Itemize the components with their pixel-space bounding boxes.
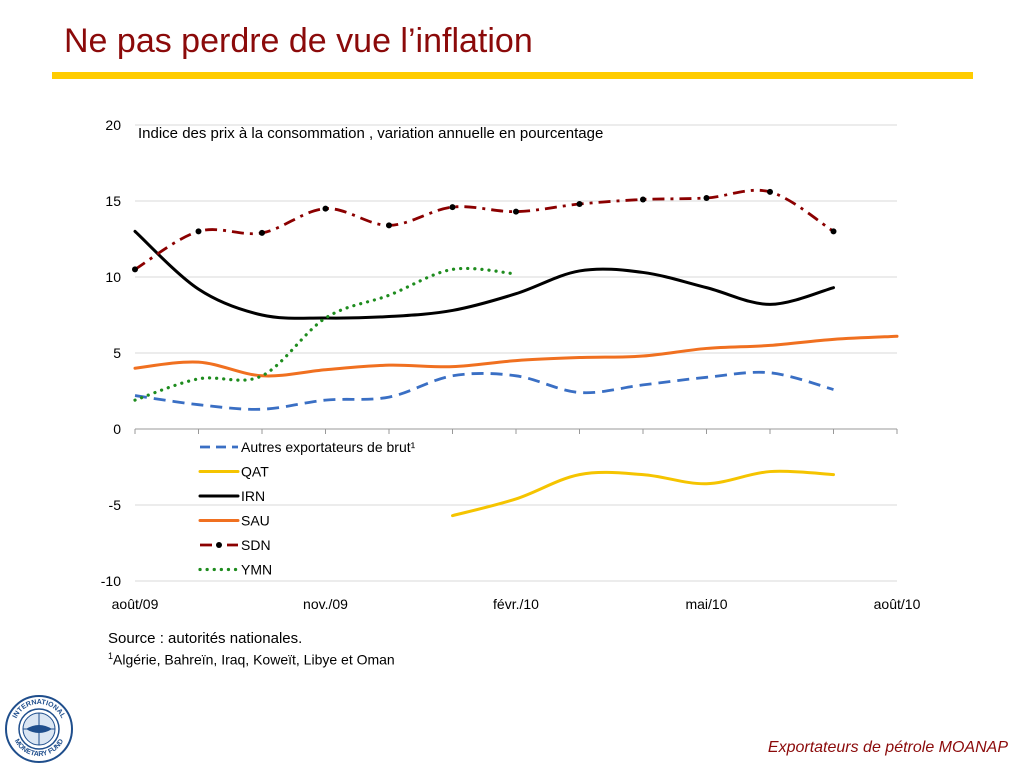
series-point-sdn — [132, 266, 138, 273]
legend-label-autres: Autres exportateurs de brut¹ — [241, 439, 416, 455]
series-line-ymn — [133, 266, 518, 402]
series-lines — [132, 188, 899, 518]
y-tick-label: 10 — [105, 269, 121, 285]
series-point-sdn — [195, 228, 202, 235]
series-point-sdn — [386, 222, 392, 229]
y-tick-label: 5 — [113, 345, 121, 361]
x-tick-label: août/09 — [112, 596, 159, 612]
series-line-qat — [451, 469, 835, 518]
footnote: 1Algérie, Bahreïn, Iraq, Koweït, Libye e… — [108, 651, 395, 668]
x-tick-label: févr./10 — [493, 596, 539, 612]
series-point-sdn — [576, 201, 583, 208]
y-tick-label: -10 — [101, 573, 121, 589]
x-tick-label: mai/10 — [685, 596, 727, 612]
footnote-text: Algérie, Bahreïn, Iraq, Koweït, Libye et… — [113, 651, 395, 668]
series-point-sdn — [449, 204, 456, 211]
slide-title: Ne pas perdre de vue l’inflation — [64, 22, 533, 60]
series-point-sdn — [830, 228, 837, 235]
series-line-sdn — [134, 188, 835, 271]
legend-marker-sdn — [216, 542, 222, 548]
legend-label-sdn: SDN — [241, 537, 271, 553]
imf-seal-logo: INTERNATIONAL MONETARY FUND — [5, 695, 73, 763]
legend-label-sau: SAU — [241, 513, 270, 529]
series-point-sdn — [322, 205, 329, 212]
series-point-sdn — [513, 208, 519, 215]
x-tick-label: août/10 — [874, 596, 921, 612]
legend: Autres exportateurs de brut¹ QAT IRN SAU SDN… — [198, 439, 416, 578]
series-point-sdn — [640, 196, 646, 203]
series-line-autres — [134, 370, 834, 411]
y-tick-label: 15 — [105, 193, 121, 209]
legend-label-irn: IRN — [241, 488, 265, 504]
series-line-irn — [133, 229, 835, 320]
series-line-sau — [133, 334, 899, 378]
series-point-sdn — [767, 188, 773, 195]
series-point-sdn — [259, 229, 265, 236]
footnote-mark: 1 — [108, 651, 114, 661]
axes: -10 -5 0 5 10 15 20 août/09 nov./09 févr./10 mai/1… — [101, 117, 921, 612]
legend-label-ymn: YMN — [241, 562, 272, 578]
source-note: Source : autorités nationales. — [108, 630, 303, 647]
footer-caption: Exportateurs de pétrole MOANAP — [767, 739, 1008, 756]
y-tick-label: 0 — [113, 421, 121, 437]
chart-title: Indice des prix à la consommation , vari… — [138, 125, 603, 142]
legend-label-qat: QAT — [241, 464, 269, 480]
title-rule — [52, 72, 973, 79]
x-tick-label: nov./09 — [303, 596, 348, 612]
series-point-sdn — [703, 194, 710, 201]
gridlines — [135, 124, 897, 582]
y-tick-label: -5 — [109, 497, 122, 513]
y-tick-label: 20 — [105, 117, 121, 133]
